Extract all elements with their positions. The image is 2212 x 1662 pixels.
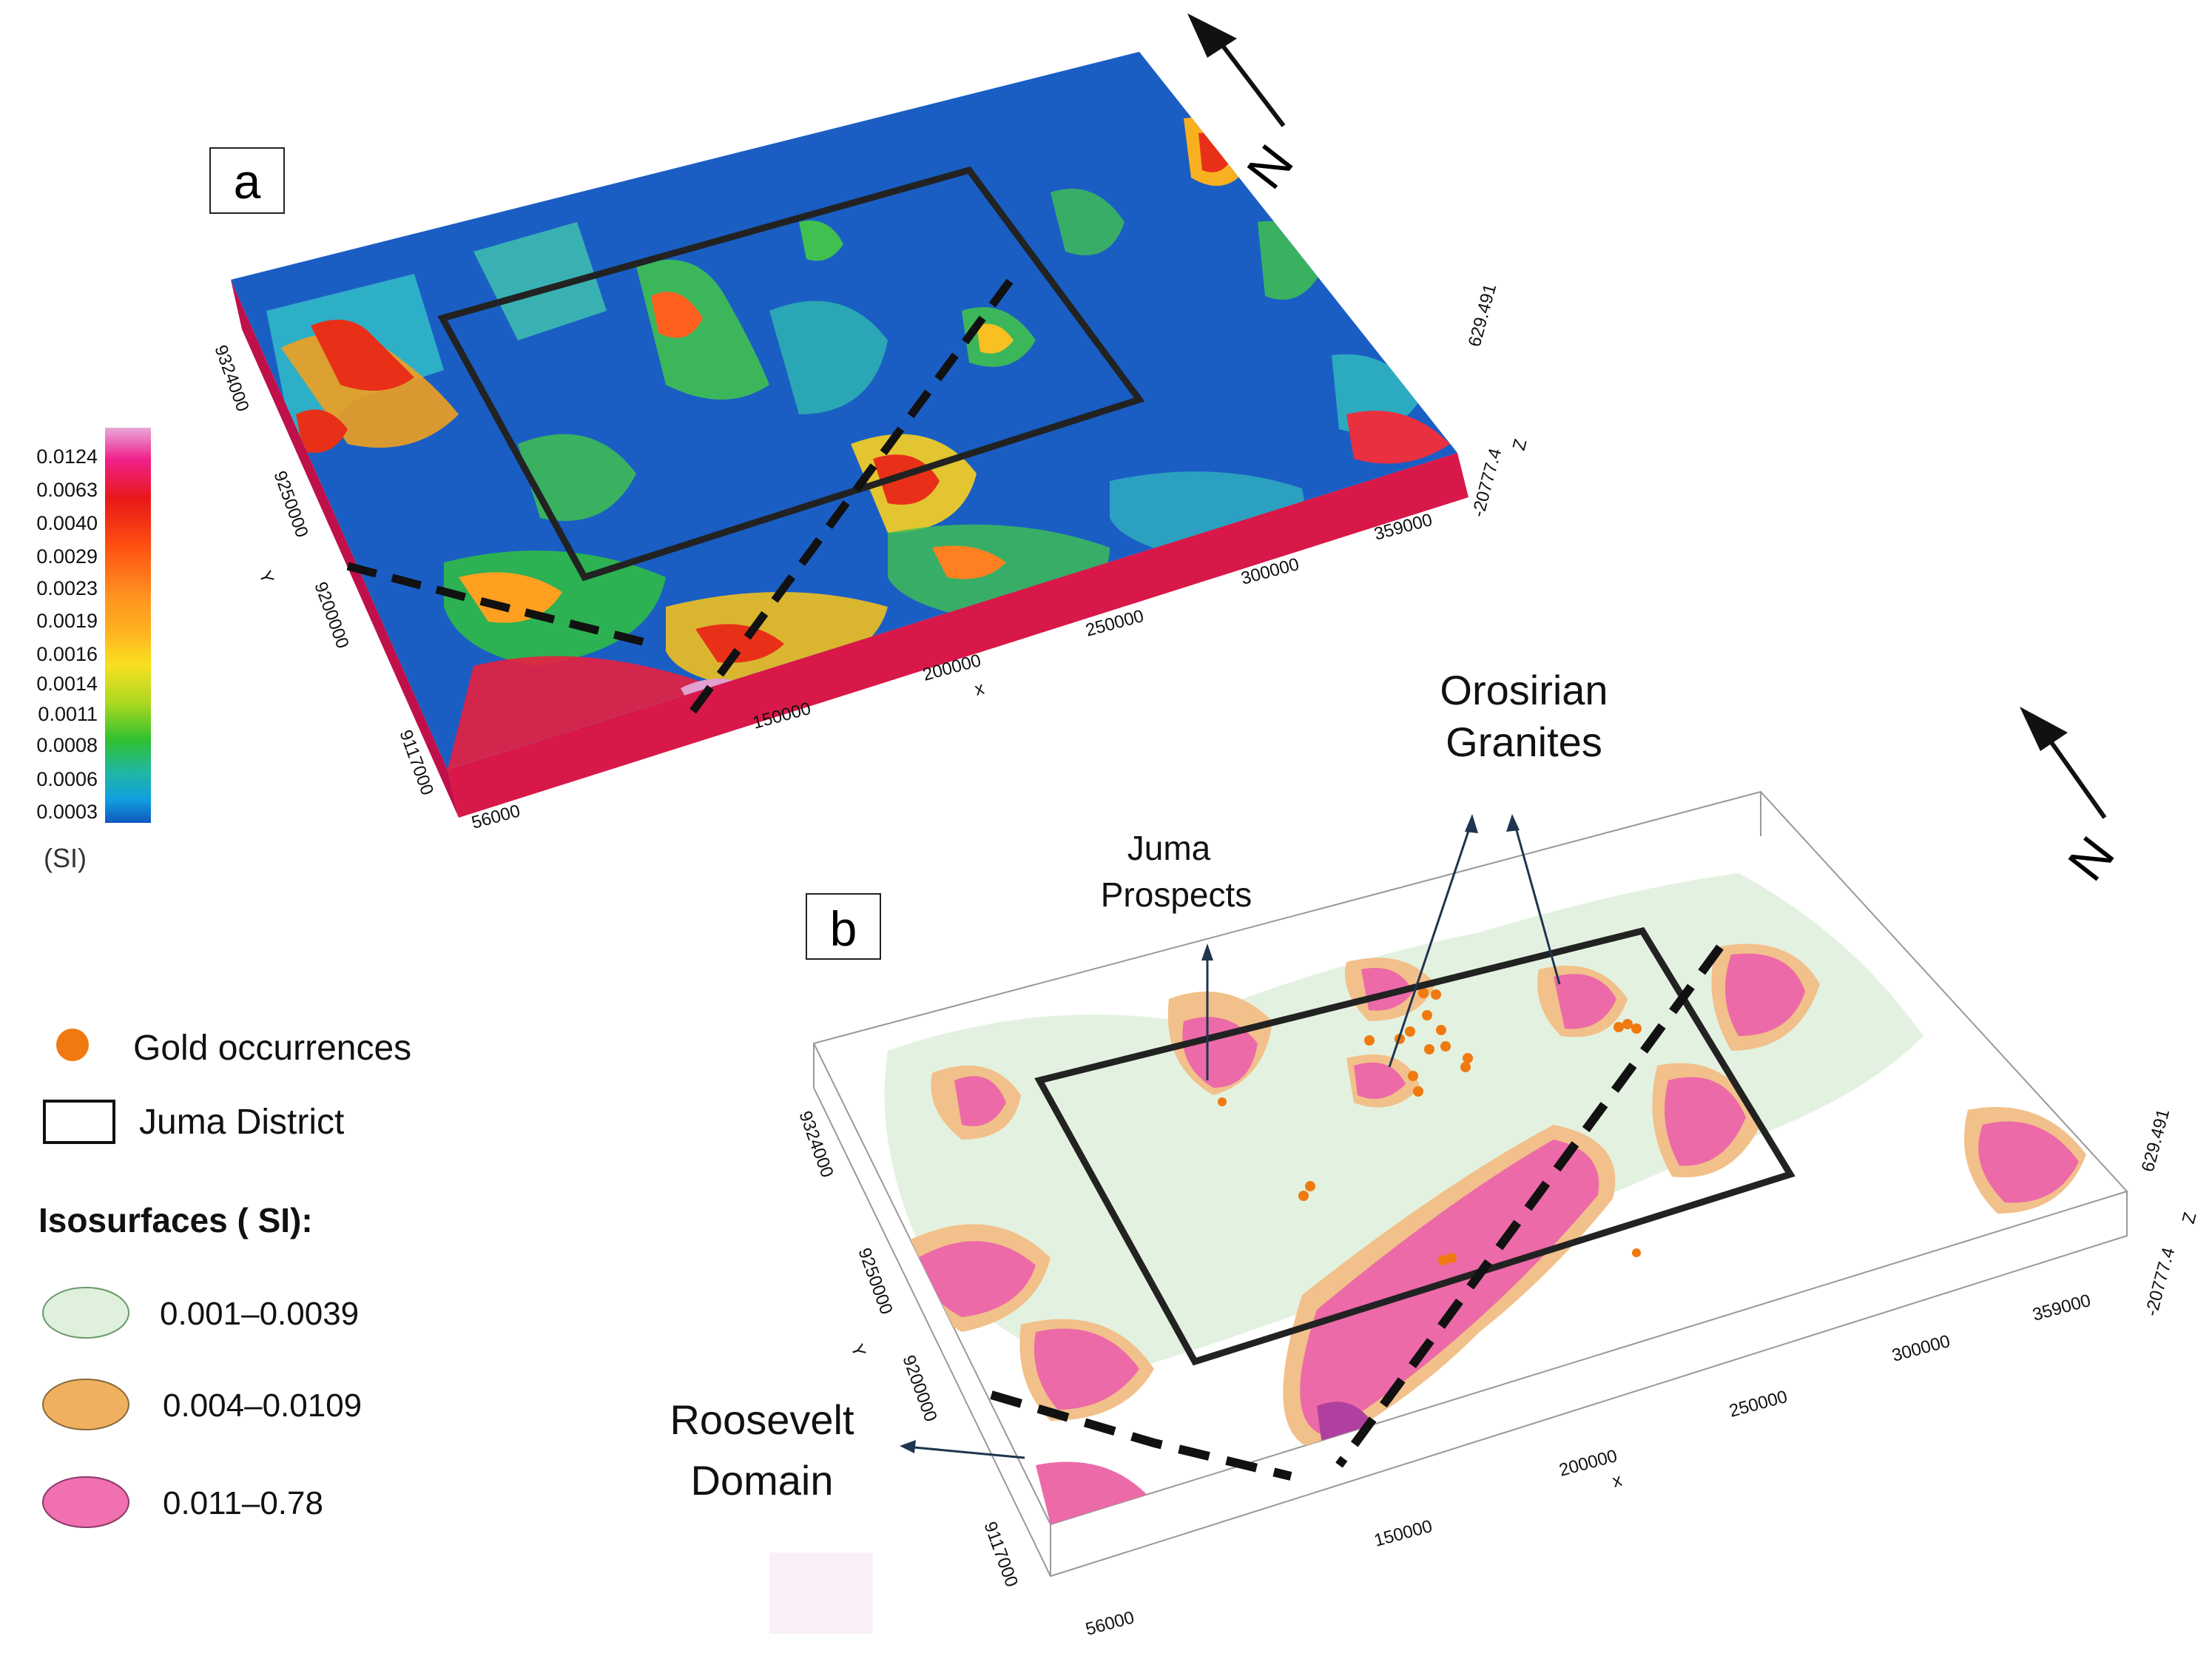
panel-b-y-label: Y [846, 1342, 869, 1359]
juma-prospects-line-2: Prospects [1101, 875, 1252, 914]
panel-b-y-tick-9324000: 9324000 [795, 1108, 837, 1180]
colorbar-tick-4: 0.0023 [36, 577, 98, 599]
legend-district-box [43, 1100, 115, 1144]
panel-b-x-tick-200000: 200000 [1557, 1446, 1619, 1481]
legend: Gold occurrences Juma District Isosurfac… [38, 1029, 411, 1528]
panel-a-label-box [209, 147, 285, 214]
panel-a-front-face [448, 453, 1469, 818]
panel-a-juma-district-box [437, 166, 1145, 582]
panel-a-y-tick-9324000: 9324000 [210, 343, 252, 414]
panel-b-north-label: N [2057, 826, 2125, 891]
legend-gold-dot [56, 1029, 89, 1061]
colorbar-tick-0: 0.0124 [36, 445, 98, 468]
colorbar-bar [105, 428, 151, 823]
panel-b-label: b [830, 901, 857, 956]
panel-b-x-label: x [1611, 1470, 1625, 1492]
colorbar-tick-9: 0.0008 [36, 734, 98, 756]
panel-b-y-tick-9117000: 9117000 [979, 1519, 1022, 1589]
panel-b-z-tick-top: 629.491 [2138, 1107, 2174, 1174]
panel-b-y-tick-9250000: 9250000 [854, 1245, 896, 1317]
colorbar-tick-1: 0.0063 [36, 479, 98, 501]
panel-b-dashed-line-1 [1335, 944, 1724, 1468]
legend-iso-title: Isosurfaces ( SI): [38, 1201, 313, 1239]
legend-district-label: Juma District [139, 1103, 344, 1142]
legend-iso-low-swatch [42, 1287, 129, 1339]
orosirian-line-2: Granites [1446, 719, 1602, 765]
panel-a-z-label: Z [1509, 437, 1531, 452]
legend-gold-label: Gold occurrences [133, 1029, 411, 1068]
legend-iso-mid-label: 0.004–0.0109 [163, 1387, 362, 1424]
panel-a-anomalies [266, 117, 1457, 770]
panel-b-juma-district-box [1034, 926, 1795, 1366]
faint-artifact-box [769, 1552, 873, 1634]
panel-a-label: a [234, 154, 261, 209]
panel-b-y-tick-9200000: 9200000 [898, 1353, 940, 1424]
panel-a-z-tick-bottom: -20777.4 [1469, 446, 1506, 519]
roosevelt-line-1: Roosevelt [670, 1396, 854, 1443]
colorbar-tick-6: 0.0016 [36, 643, 98, 665]
colorbar-tick-11: 0.0003 [36, 801, 98, 823]
panel-a-y-label: Y [254, 568, 277, 586]
legend-iso-high-swatch [42, 1476, 129, 1528]
panel-a-x-label: x [973, 679, 987, 700]
panel-b: b 56000 150000 200000 x 250000 300000 35… [670, 667, 2200, 1640]
orosirian-line-1: Orosirian [1440, 667, 1608, 713]
juma-prospects-line-1: Juma [1127, 829, 1211, 867]
colorbar: 0.0124 0.0063 0.0040 0.0029 0.0023 0.001… [36, 428, 151, 873]
panel-b-box-wireframe [812, 790, 2128, 1578]
colorbar-tick-5: 0.0019 [36, 610, 98, 632]
colorbar-tick-10: 0.0006 [36, 768, 98, 790]
panel-b-x-tick-56000: 56000 [1084, 1607, 1136, 1639]
panel-b-north-arrow: N [2020, 707, 2125, 891]
panel-b-x-tick-250000: 250000 [1727, 1387, 1790, 1422]
colorbar-tick-2: 0.0040 [36, 512, 98, 534]
panel-a-y-tick-9200000: 9200000 [310, 579, 352, 651]
legend-iso-low-label: 0.001–0.0039 [160, 1296, 359, 1332]
roosevelt-line-2: Domain [691, 1457, 834, 1504]
panel-b-x-tick-150000: 150000 [1372, 1516, 1434, 1551]
legend-iso-mid-swatch [42, 1379, 129, 1430]
colorbar-tick-3: 0.0029 [36, 545, 98, 568]
colorbar-unit: (SI) [44, 843, 87, 873]
panel-b-x-tick-359000: 359000 [2031, 1291, 2093, 1325]
panel-a-dashed-line-2 [346, 562, 653, 648]
panel-b-label-box [806, 893, 881, 960]
panel-b-z-tick-bottom: -20777.4 [2142, 1245, 2179, 1319]
panel-a-z-tick-top: 629.491 [1465, 282, 1501, 349]
panel-b-annotations: Orosirian Granites Juma Prospects Roosev… [670, 667, 1608, 1504]
colorbar-tick-8: 0.0011 [38, 703, 98, 725]
panel-b-gold-points [1218, 988, 1642, 1265]
panel-b-z-label: Z [2179, 1210, 2201, 1225]
panel-b-x-tick-300000: 300000 [1890, 1331, 1952, 1366]
legend-iso-high-label: 0.011–0.78 [163, 1485, 323, 1521]
panel-a-left-face [231, 280, 459, 818]
panel-b-dashed-line-2 [990, 1390, 1292, 1481]
panel-a-y-tick-9250000: 9250000 [269, 468, 311, 540]
colorbar-tick-7: 0.0014 [36, 673, 98, 695]
panel-a: a 56000 150000 200000 x 250000 300000 35… [209, 13, 1531, 833]
